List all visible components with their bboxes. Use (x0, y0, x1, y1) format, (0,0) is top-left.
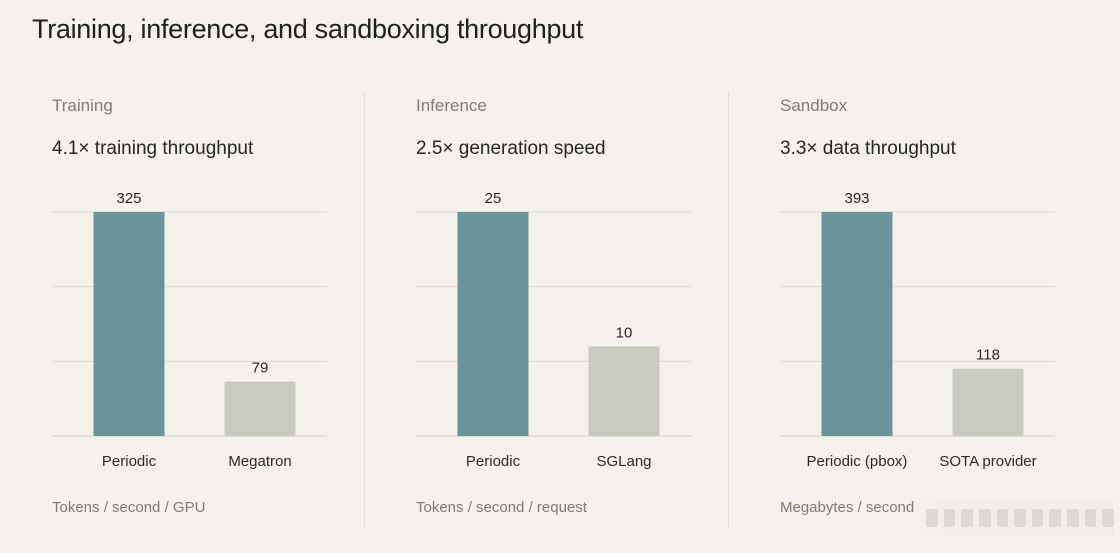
inference-panel: Inference 2.5× generation speed 25 Period… (416, 92, 726, 532)
bar-value-label: 79 (252, 360, 269, 377)
bar-periodic (93, 212, 165, 436)
chart-headline: 3.3× data throughput (780, 138, 956, 159)
section-label: Sandbox (780, 96, 848, 115)
category-label: Periodic (102, 453, 157, 470)
unit-label: Megabytes / second (780, 499, 915, 516)
bar-value-label: 10 (616, 324, 633, 341)
training-panel: Training 4.1× training throughput 325 Per… (52, 92, 362, 532)
bar-value-label: 118 (976, 347, 1000, 364)
page-title: Training, inference, and sandboxing thro… (32, 14, 584, 44)
training-bar-chart: 325 Periodic 79 Megatron (52, 190, 327, 470)
chart-headline: 2.5× generation speed (416, 138, 606, 159)
category-label: SGLang (596, 453, 651, 470)
bar-periodic-pbox- (821, 212, 893, 436)
inference-bar-chart: 25 Periodic 10 SGLang (416, 190, 691, 470)
bar-value-label: 393 (844, 190, 869, 207)
bar-sota-provider (952, 368, 1024, 436)
unit-label: Tokens / second / GPU (52, 499, 206, 516)
unit-label: Tokens / second / request (416, 499, 587, 516)
bar-sglang (588, 346, 660, 436)
panel-divider (364, 92, 365, 527)
category-label: Periodic (pbox) (807, 453, 908, 470)
category-label: SOTA provider (939, 453, 1036, 470)
watermark-overlay (918, 500, 1115, 536)
section-label: Training (52, 96, 113, 115)
chart-headline: 4.1× training throughput (52, 138, 254, 159)
sandbox-bar-chart: 393 Periodic (pbox) 118 SOTA provider (780, 190, 1055, 470)
section-label: Inference (416, 96, 487, 115)
bar-value-label: 25 (485, 190, 502, 207)
bar-periodic (457, 212, 529, 436)
bar-megatron (224, 381, 296, 436)
category-label: Periodic (466, 453, 521, 470)
bar-value-label: 325 (116, 190, 141, 207)
sandbox-panel: Sandbox 3.3× data throughput 393 Periodic… (780, 92, 1090, 532)
category-label: Megatron (228, 453, 291, 470)
panel-divider (728, 92, 729, 527)
